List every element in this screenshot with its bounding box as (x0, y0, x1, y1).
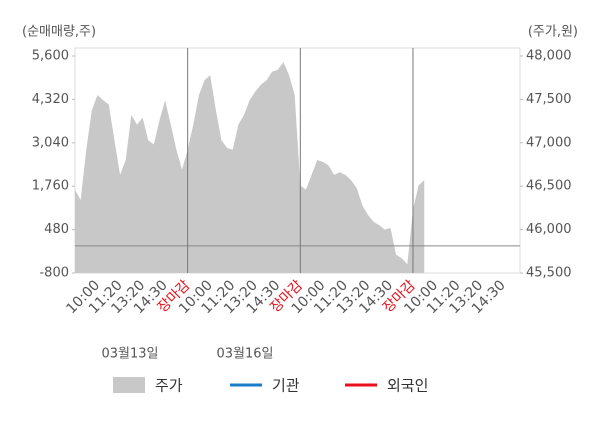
y2-tick-label: 46,500 (526, 179, 572, 194)
date-label: 03월16일 (216, 347, 273, 362)
y-tick-label: 5,600 (32, 49, 69, 64)
y2-tick-label: 46,000 (526, 222, 572, 237)
y2-tick-label: 45,500 (526, 266, 572, 281)
price-area (75, 62, 425, 273)
y-tick-label: -800 (39, 266, 69, 281)
date-label: 03월13일 (101, 347, 158, 362)
left-axis-label: (순매매량,주) (22, 25, 96, 40)
right-axis-label: (주가,원) (528, 25, 578, 40)
legend-label: 주가 (155, 377, 183, 395)
y-tick-label: 3,040 (32, 135, 69, 150)
legend-label: 외국인 (387, 377, 428, 395)
y-tick-label: 4,320 (32, 92, 69, 107)
y2-tick-label: 47,000 (526, 135, 572, 150)
y-tick-label: 480 (44, 222, 69, 237)
legend-label: 기관 (272, 377, 300, 395)
y-tick-label: 1,760 (32, 179, 69, 194)
legend-swatch (113, 377, 145, 393)
y2-tick-label: 48,000 (526, 49, 572, 64)
y2-tick-label: 47,500 (526, 92, 572, 107)
